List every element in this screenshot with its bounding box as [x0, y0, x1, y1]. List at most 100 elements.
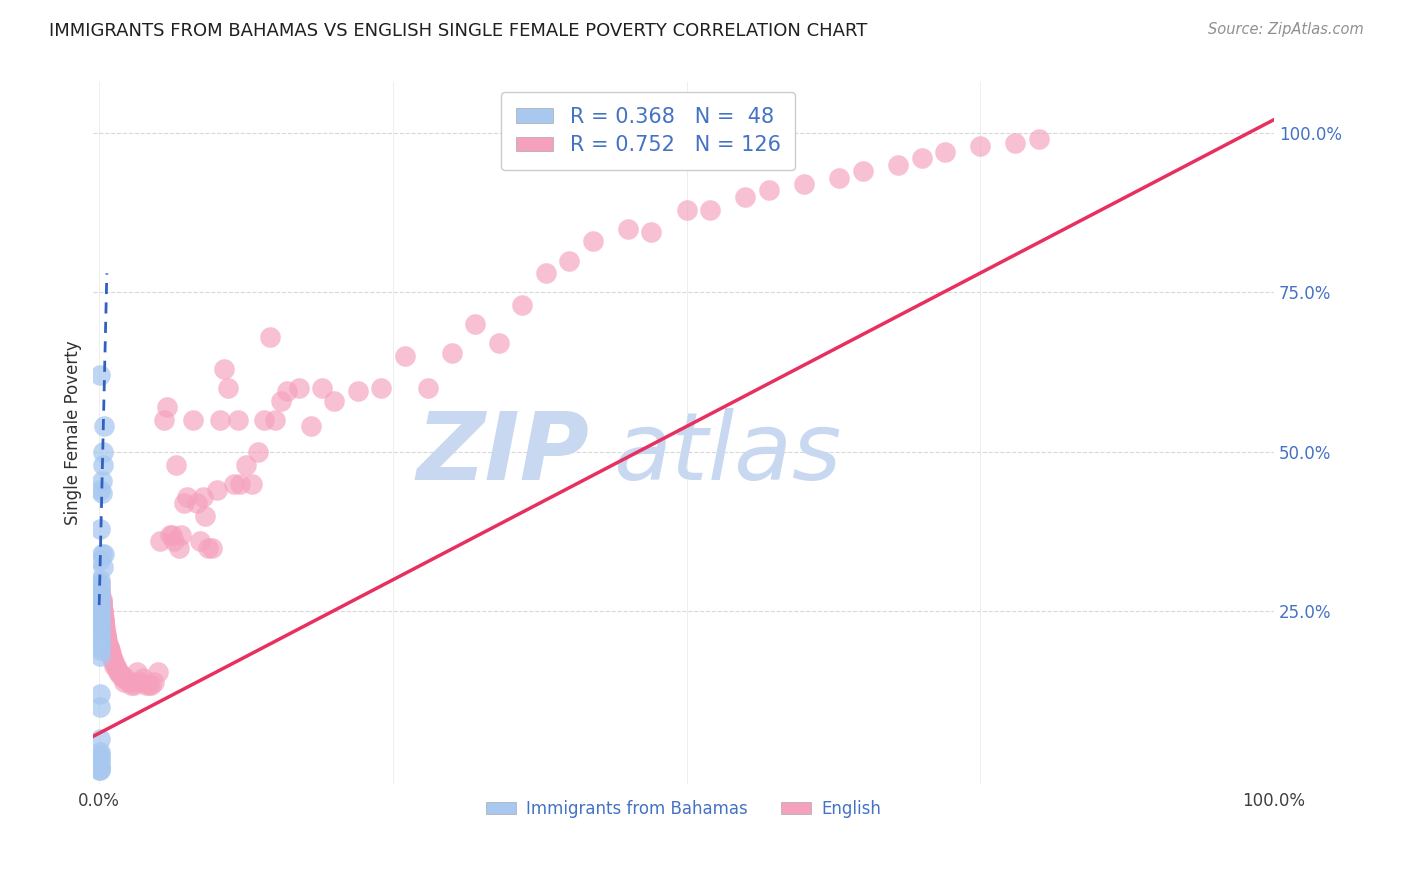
Point — [98, 646, 121, 660]
Point — [111, 672, 134, 686]
Point — [89, 575, 111, 590]
Point — [117, 674, 139, 689]
Point — [194, 508, 217, 523]
Point — [852, 164, 875, 178]
Point — [89, 747, 111, 762]
Point — [89, 591, 111, 606]
Point — [98, 642, 121, 657]
Point — [276, 384, 298, 399]
Point — [887, 158, 910, 172]
Point — [91, 607, 114, 622]
Point — [89, 636, 111, 650]
Point — [93, 614, 115, 628]
Point — [89, 575, 111, 590]
Text: ZIP: ZIP — [416, 408, 589, 500]
Point — [89, 762, 111, 776]
Point — [1004, 136, 1026, 150]
Point — [510, 298, 533, 312]
Point — [91, 607, 114, 622]
Point — [89, 598, 111, 612]
Point — [96, 630, 118, 644]
Point — [346, 384, 368, 399]
Point — [114, 672, 136, 686]
Point — [89, 573, 111, 587]
Point — [90, 601, 112, 615]
Point — [110, 668, 132, 682]
Point — [89, 617, 111, 632]
Point — [89, 607, 111, 622]
Point — [160, 528, 183, 542]
Point — [93, 614, 115, 628]
Point — [125, 665, 148, 679]
Text: Source: ZipAtlas.com: Source: ZipAtlas.com — [1208, 22, 1364, 37]
Point — [170, 528, 193, 542]
Point — [264, 413, 287, 427]
Point — [135, 678, 157, 692]
Point — [129, 674, 152, 689]
Point — [176, 490, 198, 504]
Point — [93, 419, 115, 434]
Point — [146, 665, 169, 679]
Point — [165, 458, 187, 472]
Point — [910, 152, 932, 166]
Point — [969, 138, 991, 153]
Text: atlas: atlas — [613, 409, 841, 500]
Point — [758, 183, 780, 197]
Point — [96, 633, 118, 648]
Point — [173, 496, 195, 510]
Point — [103, 658, 125, 673]
Point — [96, 627, 118, 641]
Point — [91, 611, 114, 625]
Point — [90, 601, 112, 615]
Point — [201, 541, 224, 555]
Point — [89, 640, 111, 654]
Point — [89, 620, 111, 634]
Point — [188, 534, 211, 549]
Point — [440, 346, 463, 360]
Text: IMMIGRANTS FROM BAHAMAS VS ENGLISH SINGLE FEMALE POVERTY CORRELATION CHART: IMMIGRANTS FROM BAHAMAS VS ENGLISH SINGL… — [49, 22, 868, 40]
Point — [89, 605, 111, 619]
Point — [370, 381, 392, 395]
Point — [94, 620, 117, 634]
Point — [186, 496, 208, 510]
Point — [89, 633, 111, 648]
Point — [640, 225, 662, 239]
Point — [699, 202, 721, 217]
Point — [89, 591, 111, 606]
Point — [96, 636, 118, 650]
Point — [131, 672, 153, 686]
Point — [89, 591, 111, 606]
Point — [138, 678, 160, 692]
Point — [323, 393, 346, 408]
Point — [209, 413, 232, 427]
Point — [311, 381, 333, 395]
Point — [416, 381, 439, 395]
Point — [558, 253, 581, 268]
Point — [89, 630, 111, 644]
Point — [89, 732, 111, 747]
Point — [617, 221, 640, 235]
Point — [90, 547, 112, 561]
Point — [100, 649, 122, 664]
Point — [288, 381, 311, 395]
Point — [159, 528, 181, 542]
Point — [89, 745, 111, 759]
Point — [90, 591, 112, 606]
Point — [581, 235, 603, 249]
Point — [205, 483, 228, 498]
Point — [91, 458, 114, 472]
Point — [734, 190, 756, 204]
Point — [394, 349, 416, 363]
Point — [100, 646, 122, 660]
Point — [94, 624, 117, 638]
Legend: Immigrants from Bahamas, English: Immigrants from Bahamas, English — [479, 793, 887, 824]
Point — [89, 649, 111, 664]
Point — [149, 534, 172, 549]
Point — [89, 611, 111, 625]
Point — [90, 474, 112, 488]
Point — [89, 700, 111, 714]
Point — [94, 624, 117, 638]
Point — [191, 490, 214, 504]
Point — [89, 755, 111, 769]
Point — [89, 585, 111, 599]
